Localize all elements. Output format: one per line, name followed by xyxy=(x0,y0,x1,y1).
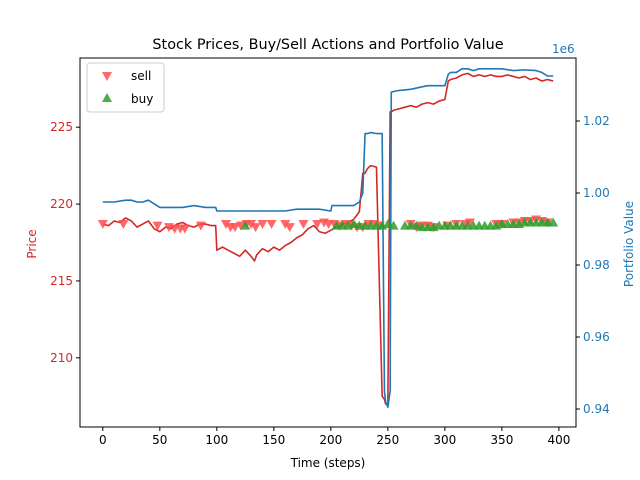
plot-area xyxy=(79,57,577,428)
y-tick-label: 215 xyxy=(50,274,73,288)
right-y-axis: 0.94 0.96 0.98 1.00 1.02 xyxy=(576,114,610,416)
x-tick-label: 350 xyxy=(490,433,513,447)
buy-marker xyxy=(411,220,422,230)
x-axis: 0 50 100 150 200 250 300 350 400 xyxy=(99,427,570,447)
sell-marker xyxy=(195,221,206,231)
sell-marker xyxy=(179,224,190,234)
sell-marker xyxy=(312,220,323,230)
buy-marker xyxy=(388,220,399,230)
y2-axis-label: Portfolio Value xyxy=(622,201,636,287)
buy-marker xyxy=(382,219,393,229)
chart-title: Stock Prices, Buy/Sell Actions and Portf… xyxy=(152,37,503,53)
left-y-axis: 210 215 220 225 xyxy=(50,120,80,365)
sell-marker xyxy=(118,220,129,230)
buy-marker xyxy=(348,219,359,229)
portfolio-value-line xyxy=(102,68,554,409)
buy-marker xyxy=(548,217,559,227)
sell-marker xyxy=(464,218,475,228)
y-tick-label: 210 xyxy=(50,351,73,365)
y2-tick-label: 1.02 xyxy=(583,114,610,128)
sell-marker xyxy=(97,220,108,230)
y-axis-label: Price xyxy=(25,229,39,258)
x-tick-label: 400 xyxy=(547,433,570,447)
x-tick-label: 300 xyxy=(433,433,456,447)
sell-marker xyxy=(152,221,163,231)
sell-marker xyxy=(284,223,295,233)
sell-marker xyxy=(280,220,291,230)
sell-marker xyxy=(298,220,309,230)
legend-sell-marker xyxy=(102,72,112,81)
x-tick-label: 250 xyxy=(376,433,399,447)
y2-tick-label: 1.00 xyxy=(583,186,610,200)
y-tick-label: 220 xyxy=(50,197,73,211)
legend-sell-label: sell xyxy=(131,69,151,83)
x-tick-label: 50 xyxy=(152,433,167,447)
sell-marker xyxy=(235,221,246,231)
legend-buy-marker xyxy=(102,93,112,102)
x-tick-label: 200 xyxy=(319,433,342,447)
y2-tick-label: 0.98 xyxy=(583,258,610,272)
legend: sell buy xyxy=(86,62,165,113)
buy-marker xyxy=(240,220,251,230)
sell-marker xyxy=(230,223,241,233)
x-tick-label: 0 xyxy=(99,433,107,447)
sell-marker xyxy=(246,220,257,230)
y2-offset-text: 1e6 xyxy=(552,42,575,56)
sell-marker xyxy=(257,220,268,230)
legend-buy-label: buy xyxy=(131,92,153,106)
y2-tick-label: 0.94 xyxy=(583,402,610,416)
sell-marker xyxy=(266,220,277,230)
x-tick-label: 150 xyxy=(262,433,285,447)
x-tick-label: 100 xyxy=(205,433,228,447)
x-axis-label: Time (steps) xyxy=(290,456,366,470)
y2-tick-label: 0.96 xyxy=(583,330,610,344)
sell-marker xyxy=(250,223,261,233)
sell-marker xyxy=(220,220,231,230)
y-tick-label: 225 xyxy=(50,120,73,134)
plot-frame xyxy=(79,57,577,428)
